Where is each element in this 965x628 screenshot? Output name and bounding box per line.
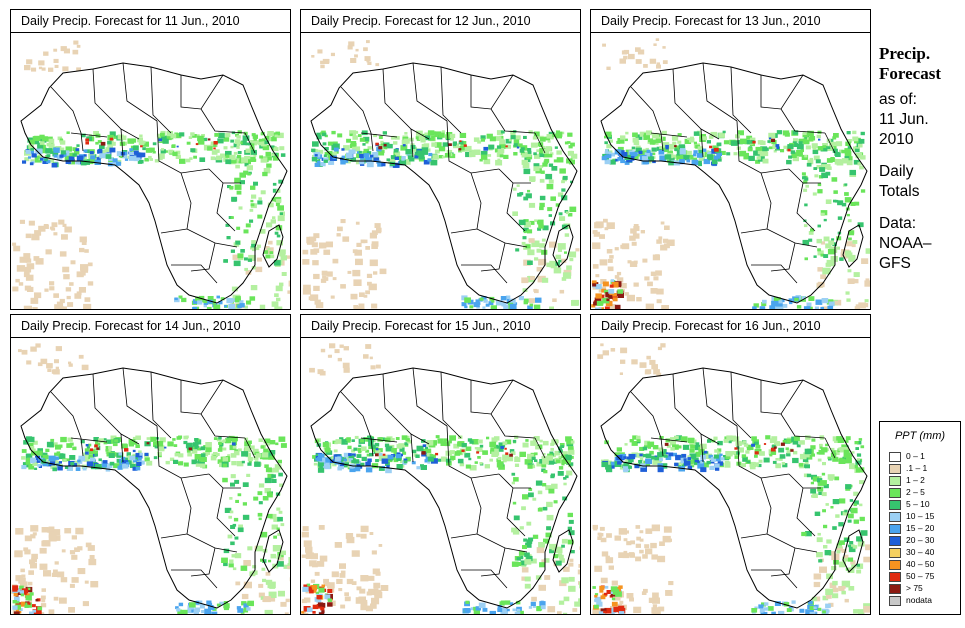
precip-field: [591, 38, 870, 309]
precip-field: [302, 40, 580, 309]
caption-period-line1: Daily: [879, 163, 914, 180]
precip-field: [11, 343, 290, 614]
panel-title: Daily Precip. Forecast for 11 Jun., 2010: [10, 9, 291, 33]
legend-label: 10 – 15: [906, 511, 935, 521]
legend-swatch: [889, 548, 901, 558]
country-borders: [20, 367, 288, 609]
legend-label: 50 – 75: [906, 571, 935, 581]
legend-label: .1 – 1: [906, 463, 928, 473]
panel-title: Daily Precip. Forecast for 12 Jun., 2010: [300, 9, 581, 33]
legend-swatch: [889, 452, 901, 462]
caption-source-line1: NOAA–: [879, 235, 932, 252]
precip-map: [10, 337, 291, 615]
panel-title: Daily Precip. Forecast for 13 Jun., 2010: [590, 9, 871, 33]
forecast-panel: Daily Precip. Forecast for 14 Jun., 2010: [10, 314, 291, 615]
legend-swatch: [889, 560, 901, 570]
caption-date-line2: 2010: [879, 131, 914, 148]
panel-title-text: Daily Precip. Forecast for 14 Jun., 2010: [21, 319, 241, 333]
forecast-caption: Precip. Forecast as of: 11 Jun. 2010 Dai…: [879, 44, 963, 274]
forecast-panel: Daily Precip. Forecast for 13 Jun., 2010: [590, 9, 871, 310]
caption-period-line2: Totals: [879, 183, 920, 200]
panel-title: Daily Precip. Forecast for 15 Jun., 2010: [300, 314, 581, 338]
precip-field: [592, 343, 870, 614]
precip-map: [590, 337, 871, 615]
legend-label: 30 – 40: [906, 547, 935, 557]
legend-swatch: [889, 464, 901, 474]
legend-label: 40 – 50: [906, 559, 935, 569]
legend-label: > 75: [906, 583, 923, 593]
legend-swatch: [889, 584, 901, 594]
caption-title-line2: Forecast: [879, 64, 941, 83]
country-borders: [600, 62, 868, 304]
caption-asof-label: as of:: [879, 91, 917, 108]
legend-swatch: [889, 512, 901, 522]
map-canvas: [301, 343, 580, 614]
panel-title-text: Daily Precip. Forecast for 11 Jun., 2010: [21, 14, 240, 28]
panel-title-text: Daily Precip. Forecast for 16 Jun., 2010: [601, 319, 821, 333]
forecast-panel: Daily Precip. Forecast for 15 Jun., 2010: [300, 314, 581, 615]
caption-source-line2: GFS: [879, 255, 911, 272]
map-canvas: [302, 40, 580, 309]
forecast-panel: Daily Precip. Forecast for 11 Jun., 2010: [10, 9, 291, 310]
caption-title-line1: Precip.: [879, 44, 931, 63]
legend-title: PPT (mm): [894, 430, 946, 442]
panel-title-text: Daily Precip. Forecast for 12 Jun., 2010: [311, 14, 531, 28]
legend-label: 1 – 2: [906, 475, 925, 485]
map-canvas: [592, 343, 870, 614]
legend-swatch: [889, 476, 901, 486]
forecast-panel: Daily Precip. Forecast for 12 Jun., 2010: [300, 9, 581, 310]
legend-label: 20 – 30: [906, 535, 935, 545]
precip-legend: PPT (mm) 0 – 1 .1 – 1 1 – 2 2 – 5 5 – 10 10 –…: [879, 421, 961, 615]
caption-date-line1: 11 Jun.: [879, 111, 929, 128]
panel-title-text: Daily Precip. Forecast for 15 Jun., 2010: [311, 319, 531, 333]
legend-swatch: [889, 488, 901, 498]
legend-label: 15 – 20: [906, 523, 935, 533]
country-borders: [310, 62, 578, 304]
forecast-panel: Daily Precip. Forecast for 16 Jun., 2010: [590, 314, 871, 615]
country-borders: [600, 367, 868, 609]
precip-map: [590, 32, 871, 310]
legend-label: 2 – 5: [906, 487, 925, 497]
caption-source-label: Data:: [879, 215, 917, 232]
map-canvas: [12, 40, 290, 309]
panel-title: Daily Precip. Forecast for 16 Jun., 2010: [590, 314, 871, 338]
legend-swatch: [889, 536, 901, 546]
legend-swatch: [889, 596, 901, 606]
legend-label: 0 – 1: [906, 451, 925, 461]
panel-title: Daily Precip. Forecast for 14 Jun., 2010: [10, 314, 291, 338]
legend-swatch: [889, 500, 901, 510]
map-canvas: [11, 343, 290, 614]
precip-map: [300, 32, 581, 310]
precip-map: [300, 337, 581, 615]
precip-map: [10, 32, 291, 310]
legend-label: 5 – 10: [906, 499, 930, 509]
legend-swatch: [889, 524, 901, 534]
precip-field: [301, 343, 580, 614]
country-borders: [20, 62, 288, 304]
legend-swatch: [889, 572, 901, 582]
panel-title-text: Daily Precip. Forecast for 13 Jun., 2010: [601, 14, 821, 28]
precip-field: [12, 40, 290, 309]
legend-label: nodata: [906, 595, 932, 605]
country-borders: [310, 367, 578, 609]
map-canvas: [591, 38, 870, 309]
